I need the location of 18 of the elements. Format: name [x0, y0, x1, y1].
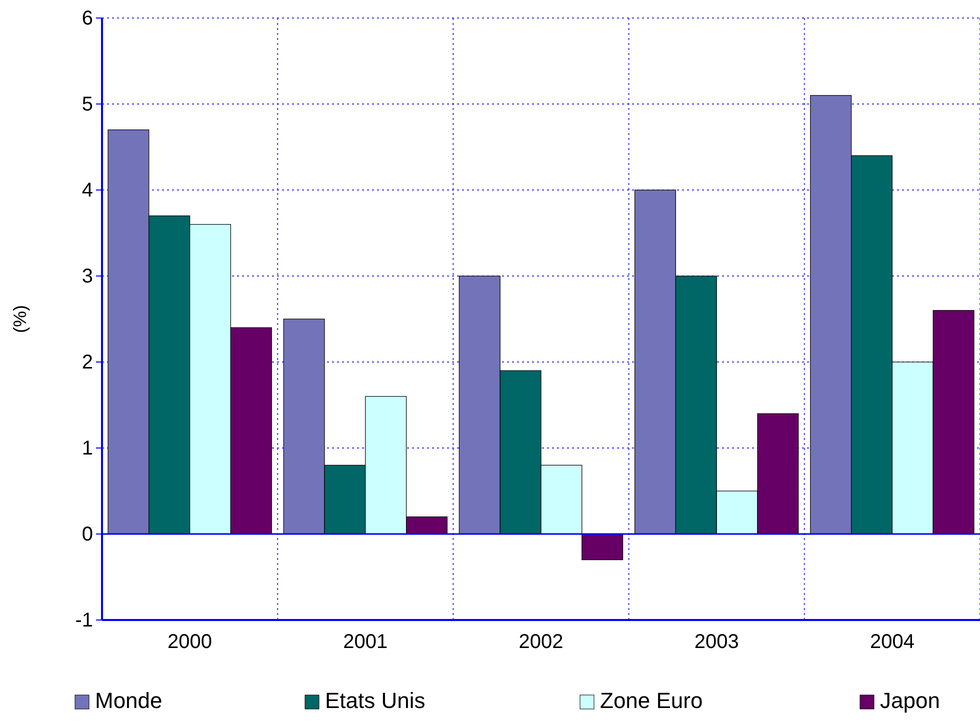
y-tick-label: 5 [82, 93, 93, 116]
y-tick-label: 1 [82, 437, 93, 460]
x-tick-label: 2000 [168, 631, 212, 654]
y-tick-label: 2 [82, 351, 93, 374]
legend-label: Monde [95, 688, 162, 713]
x-tick-label: 2002 [518, 631, 564, 654]
legend-label: Japon [880, 688, 940, 713]
y-tick-label: -1 [75, 609, 93, 632]
legend-label: Zone Euro [600, 688, 703, 713]
x-tick-label: 2004 [870, 631, 914, 654]
legend-label: Etats Unis [325, 688, 426, 713]
y-tick-label: 4 [82, 179, 93, 202]
y-tick-label: 0 [82, 523, 93, 546]
x-tick-label: 2001 [343, 631, 388, 654]
y-axis-title: (%) [10, 305, 30, 333]
y-tick-label: 3 [82, 265, 93, 288]
y-tick-label: 6 [82, 7, 93, 30]
x-tick-label: 2003 [694, 631, 739, 654]
